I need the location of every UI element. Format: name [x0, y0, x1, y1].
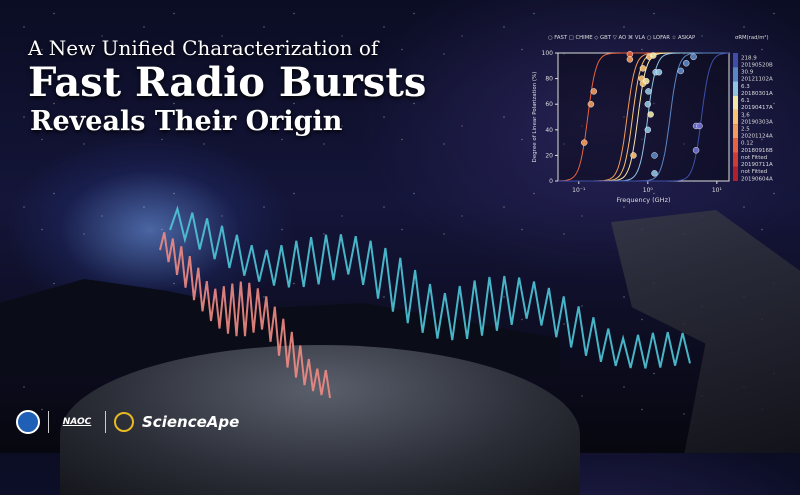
y-tick-label: 0 — [549, 178, 553, 185]
y-tick-label: 40 — [545, 127, 553, 134]
colorbar-frb-name: 20190417A — [741, 105, 773, 111]
colorbar-frb-name: 20190711A — [741, 162, 773, 168]
colorbar-segment — [733, 166, 738, 181]
y-tick-label: 80 — [545, 76, 553, 83]
colorbar-value: 2.5 — [741, 127, 750, 133]
y-axis-label: Degree of Linear Polarization (%) — [532, 72, 538, 163]
data-point — [644, 126, 652, 134]
colorbar-segment — [733, 81, 738, 96]
data-point — [590, 88, 598, 95]
colorbar-value: 0.12 — [741, 141, 753, 147]
colorbar-segment — [733, 124, 738, 139]
colorbar-segment — [733, 53, 738, 68]
x-tick-label: 10⁻¹ — [572, 187, 586, 194]
data-point — [645, 88, 652, 95]
plot-area — [557, 52, 730, 182]
data-point — [644, 100, 652, 108]
cyan-wave — [169, 205, 691, 369]
data-point — [639, 65, 647, 72]
colorbar-frb-name: 20180301A — [741, 91, 773, 97]
colorbar-value: 218.9 — [741, 55, 757, 61]
divider — [48, 411, 49, 433]
headline-line2: Fast Radio Bursts — [28, 59, 427, 106]
colorbar-value: 3.6 — [741, 112, 750, 118]
x-tick-label: 10⁰ — [643, 187, 654, 194]
pink-wave — [159, 232, 331, 399]
y-tick-label: 60 — [545, 101, 553, 108]
headline-line3: Reveals Their Origin — [30, 106, 343, 137]
colorbar-segment — [733, 152, 738, 167]
data-point — [630, 152, 637, 159]
colorbar-value: 6.1 — [741, 98, 750, 104]
colorbar-segment — [733, 138, 738, 153]
data-point — [692, 147, 700, 154]
colorbar-segment — [733, 109, 738, 125]
data-point — [655, 68, 663, 76]
data-point — [677, 67, 684, 75]
colorbar-frb-name: 20190303A — [741, 119, 773, 125]
headline-line1: A New Unified Characterization of — [28, 36, 379, 60]
data-point — [626, 56, 634, 63]
y-tick-label: 100 — [542, 50, 554, 57]
radio-burst-waves — [159, 205, 691, 399]
data-point — [651, 170, 658, 177]
colorbar-frb-name: 20190520B — [741, 63, 773, 69]
colorbar-frb-name: 20190604A — [741, 176, 773, 182]
colorbar-value: 30.9 — [741, 70, 754, 76]
colorbar-frb-name: 20180916B — [741, 148, 773, 154]
y-tick-label: 20 — [545, 152, 553, 159]
data-point — [690, 53, 697, 61]
colorbar-value: not Fitted — [741, 155, 767, 161]
colorbar-value: not Fitted — [741, 169, 767, 175]
colorbar-value: 6.3 — [741, 84, 750, 90]
polarization-chart: 0 20 40 60 80 100 10⁻¹ 10⁰ 10¹ Frequency (GHz) Deg… — [532, 34, 773, 204]
scienceape-logo: ScienceApe — [142, 413, 240, 431]
data-point — [651, 152, 658, 159]
cas-logo — [16, 410, 40, 434]
legend: ○ FAST □ CHIME ◇ GBT ▽ AO ⌘ VLA ○ LOFAR … — [548, 34, 696, 41]
logo-bar: NAOC ScienceApe — [16, 410, 239, 434]
headline: A New Unified Characterization of Fast R… — [28, 36, 426, 137]
x-axis-label: Frequency (GHz) — [616, 196, 670, 204]
naoc-logo: NAOC — [62, 417, 92, 427]
data-point — [587, 100, 595, 108]
data-point — [647, 111, 654, 118]
colorbar-segment — [733, 95, 738, 110]
data-point — [580, 139, 588, 146]
colorbar-frb-name: 20201124A — [741, 134, 773, 140]
scienceape-icon — [114, 412, 134, 432]
divider — [105, 411, 106, 433]
data-point — [650, 52, 657, 59]
data-point — [643, 77, 650, 85]
colorbar-frb-name: 20121102A — [741, 77, 773, 83]
data-point — [682, 59, 690, 67]
x-tick-label: 10¹ — [712, 187, 723, 194]
data-point — [696, 122, 703, 130]
colorbar-segment — [733, 67, 738, 82]
colorbar-label: σRM(rad/m²) — [735, 34, 769, 41]
